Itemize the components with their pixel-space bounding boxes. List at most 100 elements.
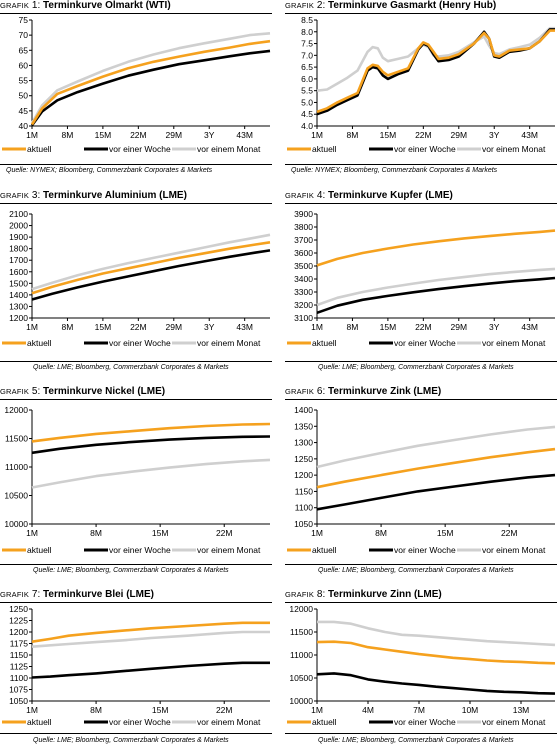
x-tick-label: 3Y bbox=[204, 322, 215, 332]
x-tick-label: 1M bbox=[26, 130, 38, 140]
series-line-aktuell bbox=[316, 640, 556, 665]
legend-label: vor einem Monat bbox=[197, 717, 261, 727]
x-tick-label: 15M bbox=[152, 528, 169, 538]
legend-item: aktuell bbox=[287, 717, 337, 727]
legend-item: vor einem Monat bbox=[457, 338, 546, 348]
y-tick-label: 1150 bbox=[10, 650, 29, 660]
x-tick-label: 15M bbox=[95, 130, 112, 140]
x-tick-label: 1M bbox=[311, 705, 323, 715]
y-tick-label: 2100 bbox=[9, 209, 28, 219]
chart-panel-3: GRAFIK 3: Terminkurve Aluminium (LME) 12… bbox=[0, 190, 272, 376]
chart-source: Quelle: NYMEX; Bloomberg, Commerzbank Co… bbox=[291, 167, 498, 174]
title-rule bbox=[285, 13, 557, 14]
legend-label: aktuell bbox=[27, 717, 52, 727]
x-tick-label: 22M bbox=[130, 322, 147, 332]
x-tick-label: 43M bbox=[521, 322, 538, 332]
y-tick-label: 40 bbox=[19, 121, 29, 131]
chart-panel-4: GRAFIK 4: Terminkurve Kupfer (LME) 3100 3… bbox=[285, 190, 557, 376]
y-tick-label: 1075 bbox=[9, 685, 28, 695]
chart-source: Quelle: LME; Bloomberg, Commerzbank Corp… bbox=[33, 737, 229, 744]
legend-label: vor einem Monat bbox=[482, 144, 546, 154]
y-tick-label: 11000 bbox=[290, 650, 313, 660]
bottom-rule bbox=[285, 361, 557, 362]
chart-source: Quelle: LME; Bloomberg, Commerzbank Corp… bbox=[318, 567, 514, 574]
legend-label: aktuell bbox=[27, 144, 52, 154]
y-tick-label: 3900 bbox=[294, 209, 313, 219]
y-tick-label: 10000 bbox=[4, 519, 28, 529]
y-tick-label: 6.0 bbox=[301, 74, 313, 84]
y-tick-label: 1100 bbox=[10, 673, 29, 683]
legend-item: vor einem Monat bbox=[172, 545, 261, 555]
x-tick-label: 43M bbox=[236, 322, 253, 332]
y-tick-label: 50 bbox=[19, 91, 29, 101]
y-tick-label: 1400 bbox=[294, 405, 313, 415]
y-tick-label: 1225 bbox=[9, 616, 28, 626]
legend-label: vor einer Woche bbox=[394, 717, 456, 727]
title-rule bbox=[285, 203, 557, 204]
chart-title: GRAFIK 4: Terminkurve Kupfer (LME) bbox=[285, 190, 453, 201]
line-chart: 10000 10500 11000 11500 12000 1M 8M 15M 22M aktue… bbox=[2, 405, 271, 555]
x-tick-label: 29M bbox=[166, 130, 183, 140]
x-tick-label: 15M bbox=[380, 322, 397, 332]
series-line-vor-einem-monat bbox=[31, 630, 270, 648]
y-tick-label: 1050 bbox=[9, 696, 28, 706]
y-tick-label: 3100 bbox=[294, 313, 313, 323]
x-tick-label: 43M bbox=[236, 130, 253, 140]
legend-label: vor einem Monat bbox=[482, 338, 546, 348]
chart-panel-5: GRAFIK 5: Terminkurve Nickel (LME) 10000… bbox=[0, 386, 272, 574]
legend-label: vor einer Woche bbox=[394, 545, 456, 555]
y-tick-label: 3500 bbox=[294, 261, 313, 271]
chart-panel-6: GRAFIK 6: Terminkurve Zink (LME) 1050 110… bbox=[285, 386, 557, 574]
x-tick-label: 43M bbox=[521, 130, 538, 140]
y-tick-label: 11500 bbox=[5, 434, 28, 444]
chart-panel-2: GRAFIK 2: Terminkurve Gasmarkt (Henry Hu… bbox=[285, 0, 557, 186]
bottom-rule bbox=[0, 733, 272, 734]
x-tick-label: 1M bbox=[311, 528, 323, 538]
y-tick-label: 1600 bbox=[9, 267, 28, 277]
legend-label: aktuell bbox=[27, 545, 52, 555]
x-tick-label: 10M bbox=[462, 705, 479, 715]
series-line-vor-einer-woche bbox=[31, 435, 271, 455]
bottom-rule bbox=[0, 564, 272, 565]
legend-item: aktuell bbox=[287, 338, 337, 348]
y-tick-label: 3200 bbox=[294, 300, 313, 310]
chart-title: GRAFIK 7: Terminkurve Blei (LME) bbox=[0, 589, 154, 600]
y-tick-label: 1125 bbox=[10, 662, 29, 672]
y-tick-label: 75 bbox=[19, 15, 29, 25]
legend-item: aktuell bbox=[2, 545, 52, 555]
legend-item: aktuell bbox=[287, 144, 337, 154]
x-tick-label: 13M bbox=[513, 705, 530, 715]
y-tick-label: 8.0 bbox=[301, 27, 313, 37]
chart-source: Quelle: LME; Bloomberg, Commerzbank Corp… bbox=[318, 364, 514, 371]
chart-panel-1: GRAFIK 1: Terminkurve Olmarkt (WTI) 40 45… bbox=[0, 0, 272, 186]
x-tick-label: 1M bbox=[26, 705, 38, 715]
legend-label: vor einer Woche bbox=[109, 338, 171, 348]
legend-label: aktuell bbox=[312, 545, 337, 555]
y-tick-label: 1050 bbox=[294, 519, 313, 529]
x-tick-label: 8M bbox=[347, 130, 359, 140]
y-tick-label: 12000 bbox=[289, 604, 313, 614]
x-tick-label: 22M bbox=[415, 130, 432, 140]
series-line-vor-einem-monat bbox=[31, 458, 271, 489]
y-tick-label: 1700 bbox=[9, 255, 28, 265]
legend-label: vor einem Monat bbox=[197, 338, 261, 348]
x-tick-label: 4M bbox=[362, 705, 374, 715]
chart-source: Quelle: NYMEX; Bloomberg, Commerzbank Co… bbox=[6, 167, 213, 174]
series-line-vor-einem-monat bbox=[317, 620, 556, 647]
y-tick-label: 3400 bbox=[294, 274, 313, 284]
legend-item: vor einer Woche bbox=[84, 545, 171, 555]
line-chart: 3100 3200 3300 3400 3500 3600 3700 3800 3900 1M 8M… bbox=[287, 209, 556, 348]
y-tick-label: 11000 bbox=[5, 462, 28, 472]
y-tick-label: 5.0 bbox=[301, 97, 313, 107]
x-tick-label: 22M bbox=[415, 322, 432, 332]
x-tick-label: 3Y bbox=[489, 130, 500, 140]
series-line-aktuell bbox=[316, 447, 556, 489]
chart-title: GRAFIK 6: Terminkurve Zink (LME) bbox=[285, 386, 442, 397]
x-tick-label: 15M bbox=[95, 322, 112, 332]
y-tick-label: 1500 bbox=[9, 278, 28, 288]
y-tick-label: 1400 bbox=[9, 290, 28, 300]
legend-label: vor einem Monat bbox=[482, 545, 546, 555]
bottom-rule bbox=[285, 164, 557, 165]
